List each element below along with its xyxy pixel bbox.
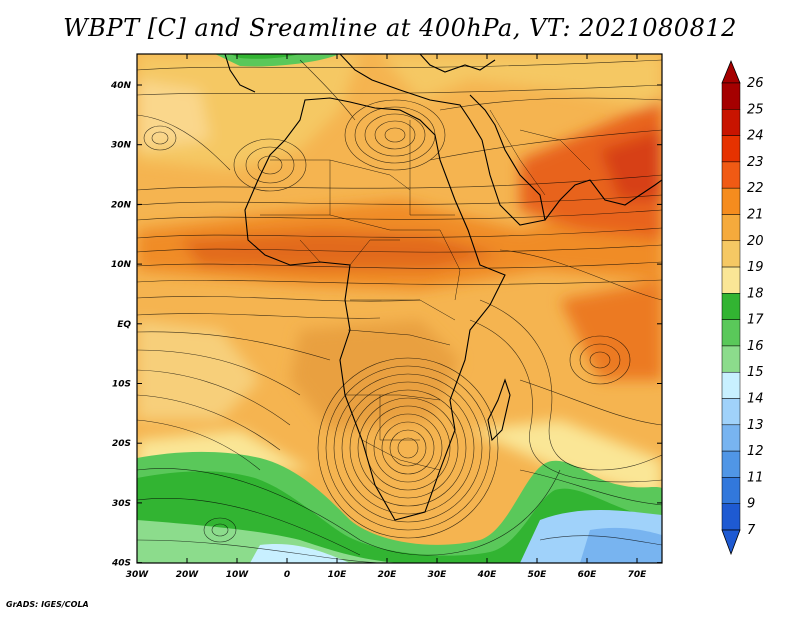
colorbar-label: 26 [747,76,764,91]
colorbar-label: 18 [747,286,764,301]
colorbar-segment [721,371,741,399]
colorbar-label: 23 [747,155,764,170]
lon-label: 10W [226,570,250,580]
colorbar-label: 9 [747,497,755,512]
lon-label: 10E [328,570,348,580]
lon-label: 0 [284,570,290,580]
colorbar-segment [721,240,741,268]
colorbar-segment [721,345,741,373]
map-frame [136,53,663,564]
colorbar-segment [721,503,741,531]
lat-label: 10S [112,380,131,390]
colorbar-segment [721,82,741,110]
colorbar-segment [721,266,741,294]
lat-label: 30S [112,499,131,509]
colorbar-segment [721,424,741,452]
colorbar-label: 13 [747,418,764,433]
longitude-axis: 30W 20W 10W 0 10E 20E 30E 40E 50E 60E 70E [126,54,647,580]
colorbar-segment [721,319,741,347]
wbpt-field [137,54,662,563]
lon-label: 50E [528,570,548,580]
lon-label: 20W [176,570,200,580]
colorbar-label: 15 [747,365,764,380]
lat-label: 40N [110,81,132,91]
lon-label: 60E [578,570,598,580]
colorbar-segment [721,293,741,320]
colorbar-segment [721,398,741,426]
lat-label: 20S [112,439,131,449]
colorbar-label: 22 [747,181,764,196]
colorbar-label: 14 [747,392,764,407]
credit-text: GrADS: IGES/COLA [6,600,89,609]
colorbar-top-arrow [721,59,741,84]
lon-label: 70E [628,570,648,580]
colorbar-label: 20 [747,234,764,249]
colorbar-segment [721,187,741,215]
colorbar-segment [721,135,741,163]
colorbar-label: 7 [747,523,756,538]
lat-label: 30N [111,141,132,151]
colorbar-label: 21 [747,207,764,222]
map-title: WBPT [C] and Sreamline at 400hPa, VT: 20… [63,14,737,42]
coastlines [224,54,662,521]
colorbar-segment [721,477,741,504]
colorbar-bottom-arrow [721,529,741,556]
colorbar-label: 12 [747,444,764,459]
colorbar-label: 24 [747,129,764,144]
colorbar-label: 11 [747,470,764,485]
lon-label: 30W [126,570,150,580]
lat-label: 40S [111,559,131,569]
colorbar-label: 25 [747,102,764,117]
streamlines [137,59,662,563]
lat-label: 10N [111,260,132,270]
country-borders [260,109,591,471]
lat-label: EQ [117,320,131,330]
lat-label: 20N [111,200,132,210]
colorbar: 26 25 24 23 22 21 20 19 18 17 16 15 14 13 12 11 9 7 [721,59,764,556]
colorbar-segment [721,161,741,189]
lon-label: 40E [477,570,498,580]
colorbar-label: 17 [747,313,764,328]
colorbar-segment [721,214,741,242]
colorbar-segment [721,109,741,136]
latitude-axis: 40N 30N 20N 10N EQ 10S 20S 30S 40S [110,81,662,569]
colorbar-label: 16 [747,339,764,354]
lon-label: 20E [378,570,398,580]
colorbar-segment [721,450,741,478]
lon-label: 30E [428,570,448,580]
colorbar-label: 19 [747,260,764,275]
